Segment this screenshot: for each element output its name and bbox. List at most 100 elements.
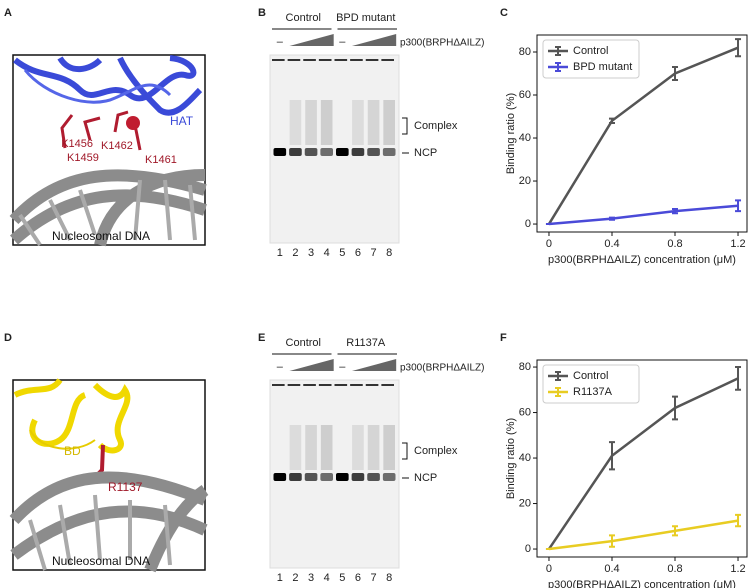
y-tick-label: 60 xyxy=(519,89,531,101)
error-bar xyxy=(735,199,742,213)
y-axis-label: Binding ratio (%) xyxy=(505,93,517,174)
y-tick-label: 60 xyxy=(519,406,531,418)
lane-number: 5 xyxy=(339,572,345,584)
complex-smear xyxy=(383,100,395,145)
legend-label: BPD mutant xyxy=(573,61,632,73)
lane-number: 8 xyxy=(386,572,392,584)
x-tick-label: 0.4 xyxy=(604,238,619,250)
panel-letter: B xyxy=(258,7,266,19)
ncp-band xyxy=(351,473,365,481)
wedge xyxy=(289,359,334,371)
complex-smear xyxy=(383,425,395,470)
x-tick-label: 0.8 xyxy=(667,238,682,250)
ncp-band xyxy=(289,148,302,156)
x-axis-label: p300(BRPHΔAILZ) concentration (μM) xyxy=(548,254,736,266)
panel-letter: F xyxy=(500,332,507,344)
legend-swatch xyxy=(555,387,561,397)
legend-swatch xyxy=(555,46,561,56)
error-bar xyxy=(735,513,742,528)
error-bar xyxy=(672,66,679,81)
complex-smear xyxy=(320,100,333,145)
ncp-band xyxy=(351,148,365,156)
error-bar xyxy=(608,534,615,548)
group-label: BPD mutant xyxy=(336,12,395,24)
error-bar xyxy=(608,216,615,221)
protein-label: p300(BRPHΔAILZ) xyxy=(400,38,485,49)
ncp-band xyxy=(367,148,380,156)
lane-number: 3 xyxy=(308,247,314,259)
ncp-band xyxy=(304,473,318,481)
group-label: Control xyxy=(286,337,321,349)
lane-number: 2 xyxy=(292,247,298,259)
no-protein: – xyxy=(277,36,284,48)
panel-letter: C xyxy=(500,7,508,19)
wedge xyxy=(289,34,334,46)
legend-swatch xyxy=(555,371,561,381)
error-bar xyxy=(672,525,679,537)
y-tick-label: 20 xyxy=(519,175,531,187)
y-tick-label: 80 xyxy=(519,46,531,58)
residue-label: K1456 xyxy=(61,138,93,150)
ncp-band xyxy=(336,148,349,156)
band-label: Complex xyxy=(414,445,458,457)
panel-letter: D xyxy=(4,332,12,344)
x-tick-label: 0.8 xyxy=(667,563,682,575)
series-line xyxy=(548,519,739,551)
structure-d xyxy=(9,378,209,573)
ncp-band xyxy=(320,473,333,481)
complex-smear xyxy=(352,425,364,470)
lane-number: 4 xyxy=(324,247,330,259)
lane-number: 7 xyxy=(371,572,377,584)
complex-smear xyxy=(289,100,302,145)
lane-number: 7 xyxy=(371,247,377,259)
y-axis-label: Binding ratio (%) xyxy=(505,418,517,499)
ncp-band xyxy=(382,148,396,156)
panel-letter: E xyxy=(258,332,265,344)
error-bar xyxy=(735,38,742,58)
residue-label: K1461 xyxy=(145,154,177,166)
complex-smear xyxy=(289,425,302,470)
y-tick-label: 40 xyxy=(519,452,531,464)
x-tick-label: 0.4 xyxy=(604,563,619,575)
series-line xyxy=(548,204,739,226)
series-line xyxy=(547,377,739,550)
no-protein: – xyxy=(277,361,284,373)
legend-box xyxy=(542,39,640,79)
wedge xyxy=(351,359,397,371)
no-protein: – xyxy=(339,36,346,48)
complex-smear xyxy=(367,425,380,470)
lane-number: 3 xyxy=(308,572,314,584)
error-bar xyxy=(608,117,615,124)
legend-label: R1137A xyxy=(573,386,613,398)
y-tick-label: 20 xyxy=(519,497,531,509)
ncp-band xyxy=(382,473,396,481)
complex-smear xyxy=(367,100,380,145)
ncp-band xyxy=(304,148,318,156)
lane-number: 1 xyxy=(277,247,283,259)
legend-box xyxy=(542,364,640,404)
error-bar xyxy=(608,441,615,471)
error-bar xyxy=(672,207,679,215)
axes-frame xyxy=(536,34,748,233)
x-tick-label: 0 xyxy=(546,238,552,250)
no-protein: – xyxy=(339,361,346,373)
legend-label: Control xyxy=(573,370,608,382)
dna-label: Nucleosomal DNA xyxy=(52,554,150,568)
residue-label: K1462 xyxy=(101,140,133,152)
group-label: R1137A xyxy=(346,337,386,349)
x-tick-label: 1.2 xyxy=(730,563,745,575)
complex-smear xyxy=(305,100,317,145)
panel-letter: A xyxy=(4,7,12,19)
x-tick-label: 0 xyxy=(546,563,552,575)
lane-number: 4 xyxy=(324,572,330,584)
error-bar xyxy=(735,366,742,391)
x-tick-label: 1.2 xyxy=(730,238,745,250)
complex-smear xyxy=(305,425,317,470)
dna-label: Nucleosomal DNA xyxy=(52,229,150,243)
band-label: NCP xyxy=(414,472,437,484)
complex-smear xyxy=(352,100,364,145)
band-label: NCP xyxy=(414,147,437,159)
y-tick-label: 40 xyxy=(519,132,531,144)
legend-swatch xyxy=(555,62,561,72)
ncp-band xyxy=(289,473,302,481)
